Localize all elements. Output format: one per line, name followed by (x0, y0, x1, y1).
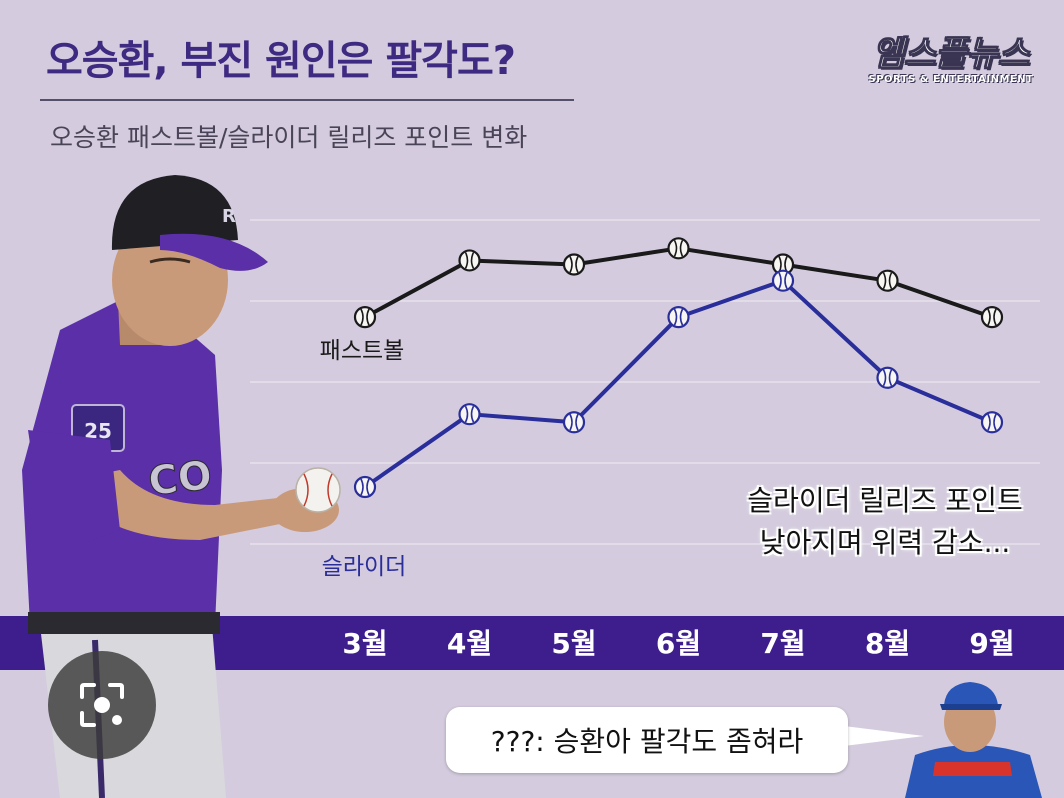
x-axis-tick-labels: 3월 4월 5월 6월 7월 8월 9월 (342, 627, 1014, 660)
data-point-marker (980, 411, 1004, 434)
speech-bubble-tail (844, 726, 924, 746)
x-tick-label: 7월 (760, 627, 805, 660)
data-point-marker (458, 249, 481, 272)
chart-series (353, 237, 1004, 499)
data-point-marker (562, 253, 586, 276)
data-point-marker (667, 305, 690, 329)
baseball-seams (303, 473, 333, 507)
lens-search-button[interactable] (48, 651, 156, 759)
manager-cap (944, 682, 998, 706)
camera-lens-icon (80, 683, 124, 727)
chart-subtitle: 오승환 패스트볼/슬라이더 릴리즈 포인트 변화 (50, 123, 528, 152)
annotation-line-1: 슬라이더 릴리즈 포인트 (747, 484, 1023, 517)
logo-wordmark: 엠스플뉴스 (872, 34, 1030, 75)
annotation-line-2: 낮아지며 위력 감소... (759, 526, 1011, 559)
data-point-marker (353, 305, 377, 329)
chart-gridlines (250, 219, 1040, 545)
data-point-marker (667, 237, 690, 260)
pitcher-brow (149, 257, 191, 264)
data-point-marker (458, 403, 481, 426)
broadcaster-logo: 엠스플뉴스 SPORTS & ENTERTAINMENT (866, 34, 1036, 86)
speech-bubble: ???: 승환아 팔각도 좀혀라 (446, 707, 848, 773)
pitcher-sleeve (28, 430, 120, 545)
x-tick-label: 5월 (551, 627, 596, 660)
data-point-marker (771, 269, 795, 292)
data-point-marker (980, 305, 1004, 329)
series-label-fastball: 패스트볼 (320, 338, 405, 364)
manager-jersey-stripe (933, 762, 1012, 776)
pitcher-forearm (70, 470, 305, 540)
data-point-marker (876, 269, 899, 292)
pitcher-cap (111, 175, 238, 250)
x-tick-label: 3월 (342, 627, 387, 660)
x-tick-label: 6월 (656, 627, 701, 660)
series-label-slider: 슬라이더 (322, 554, 407, 580)
pitcher-belt (28, 612, 220, 634)
manager-cap-brim (940, 704, 1002, 710)
data-point-marker (353, 475, 377, 499)
baseball-icon (295, 467, 341, 513)
page-title: 오승환, 부진 원인은 팔각도? (46, 38, 516, 84)
jersey-lettering: CO (146, 453, 214, 505)
speech-bubble-text: ???: 승환아 팔각도 좀혀라 (490, 725, 804, 758)
logo-tagline: SPORTS & ENTERTAINMENT (868, 74, 1034, 85)
title-divider (40, 99, 574, 101)
x-tick-label: 8월 (865, 627, 910, 660)
chart-annotation: 슬라이더 릴리즈 포인트 낮아지며 위력 감소... (720, 480, 1050, 564)
x-tick-label: 9월 (969, 627, 1014, 660)
pitcher-jersey (22, 300, 222, 625)
manager-illustration (905, 682, 1042, 798)
data-point-marker (876, 366, 899, 389)
x-tick-label: 4월 (447, 627, 492, 660)
cap-brim (160, 233, 268, 271)
data-point-marker (562, 411, 586, 434)
cap-logo: R (222, 206, 236, 227)
